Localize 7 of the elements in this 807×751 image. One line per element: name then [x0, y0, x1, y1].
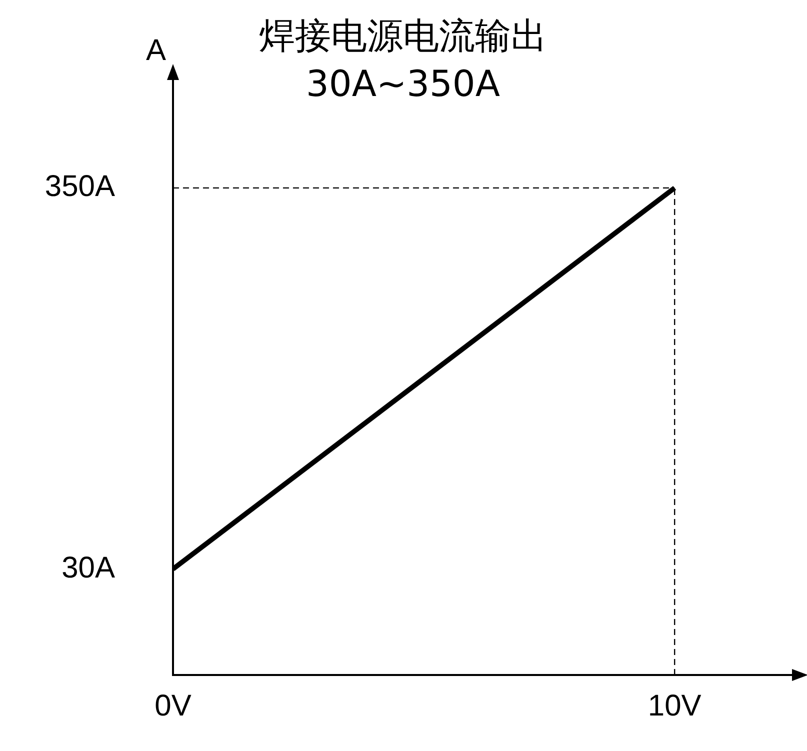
y-tick-label: 350A — [44, 170, 115, 204]
y-tick-label: 30A — [62, 551, 115, 584]
x-tick-label: 10V — [648, 689, 702, 722]
y-axis-title: A — [146, 34, 166, 68]
chart-title: 焊接电源电流输出 — [258, 15, 548, 59]
chart-subtitle: 30A~350A — [305, 64, 501, 105]
x-tick-label: 0V — [154, 689, 192, 722]
